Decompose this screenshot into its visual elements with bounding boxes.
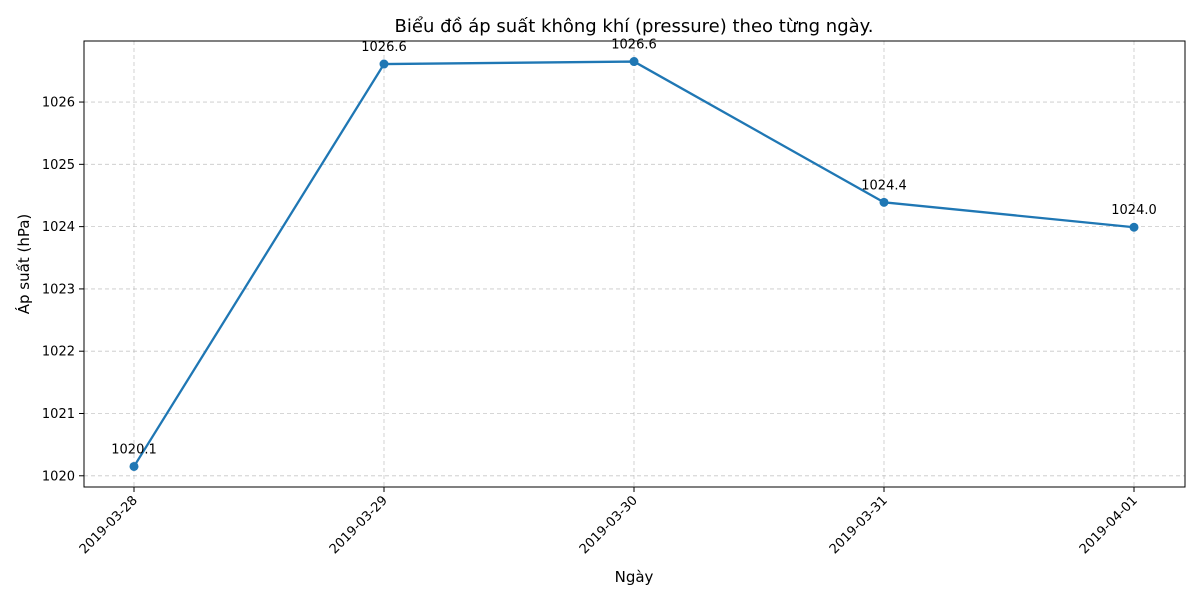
- x-tick-label: 2019-03-30: [577, 493, 641, 557]
- y-tick-label: 1025: [42, 158, 75, 173]
- y-tick-label: 1024: [42, 220, 75, 235]
- data-point: [129, 461, 139, 471]
- y-tick-layer: 1020 1021 1022 1023 1024 1025 1026: [42, 96, 84, 484]
- data-label: 1020.1: [111, 442, 157, 457]
- y-tick-label: 1023: [42, 282, 75, 297]
- x-tick-label: 2019-03-31: [827, 493, 891, 557]
- series-layer: [129, 57, 1139, 471]
- y-tick-label: 1026: [42, 96, 75, 111]
- axis-layer: [83, 40, 1186, 488]
- x-tick-label: 2019-03-29: [327, 493, 391, 557]
- data-point: [379, 59, 389, 69]
- data-label: 1026.6: [361, 40, 407, 55]
- grid-layer: [84, 41, 1185, 487]
- y-axis-label: Áp suất (hPa): [14, 214, 33, 315]
- data-point: [1129, 222, 1139, 232]
- data-label: 1024.0: [1111, 203, 1157, 218]
- data-label: 1024.4: [861, 178, 907, 193]
- x-axis-label: Ngày: [615, 568, 654, 586]
- data-label-layer: 1020.1 1026.6 1026.6 1024.4 1024.0: [111, 38, 1157, 458]
- y-tick-label: 1021: [42, 407, 75, 422]
- data-point: [629, 57, 639, 67]
- y-tick-label: 1022: [42, 345, 75, 360]
- x-tick-label: 2019-03-28: [77, 493, 141, 557]
- chart-title: Biểu đồ áp suất không khí (pressure) the…: [395, 16, 874, 37]
- data-point: [879, 197, 889, 207]
- x-tick-label: 2019-04-01: [1077, 493, 1141, 557]
- x-tick-layer: 2019-03-28 2019-03-29 2019-03-30 2019-03-31…: [77, 487, 1141, 557]
- y-tick-label: 1020: [42, 469, 75, 484]
- data-label: 1026.6: [611, 38, 657, 53]
- plot-frame: [83, 40, 1186, 488]
